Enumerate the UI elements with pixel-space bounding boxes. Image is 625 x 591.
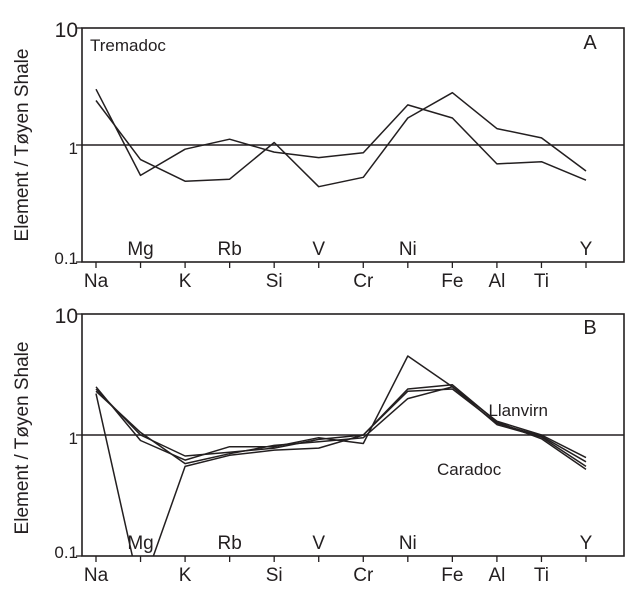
x-tick-label: Si	[266, 271, 283, 292]
series-line	[95, 386, 587, 468]
y-axis-label: Element / Tøyen Shale	[12, 49, 33, 242]
x-tick-label: K	[179, 271, 192, 292]
panel-label: B	[583, 317, 596, 339]
panel-a: 10 1 0.1 Element / Tøyen Shale Na Mg K Rb Si V Cr N…	[12, 19, 625, 292]
x-tick-label: Fe	[441, 565, 463, 586]
x-tick-label: Al	[488, 565, 505, 586]
x-tick-label: Cr	[353, 565, 374, 586]
x-tick-label: Rb	[217, 533, 241, 554]
y-tick-label: 1	[69, 429, 78, 448]
series-line	[95, 88, 587, 181]
x-tick-label: Fe	[441, 271, 463, 292]
annotation: Tremadoc	[90, 36, 166, 55]
y-tick-label: 10	[55, 305, 78, 328]
x-tick-label: Na	[84, 271, 109, 292]
y-tick-label: 0.1	[54, 249, 78, 268]
y-tick-label: 0.1	[54, 543, 78, 562]
y-tick-label: 10	[55, 19, 78, 42]
series-line	[95, 91, 587, 188]
annotation: Llanvirn	[488, 401, 548, 420]
x-tick-label: Ni	[399, 533, 417, 554]
annotation: Caradoc	[437, 460, 502, 479]
x-tick-label: Ti	[534, 271, 549, 292]
y-tick-label: 1	[69, 139, 78, 158]
panel-label: A	[583, 32, 597, 54]
x-tick-label: V	[312, 239, 325, 260]
x-tick-label: Mg	[127, 533, 153, 554]
series-line	[95, 384, 587, 556]
x-tick-label: Ti	[534, 565, 549, 586]
x-tick-label: Cr	[353, 271, 374, 292]
series-line	[95, 355, 587, 461]
x-tick-label: Na	[84, 565, 109, 586]
x-tick-label: Al	[488, 271, 505, 292]
x-tick-label: Rb	[217, 239, 241, 260]
y-axis-label: Element / Tøyen Shale	[12, 342, 33, 535]
panel-b: 10 1 0.1 Element / Tøyen Shale Na Mg K Rb Si V Cr N…	[12, 305, 625, 586]
x-tick-label: Y	[580, 239, 593, 260]
x-tick-label: Mg	[127, 239, 153, 260]
x-tick-label: Ni	[399, 239, 417, 260]
x-tick-label: K	[179, 565, 192, 586]
x-tick-label: Si	[266, 565, 283, 586]
x-tick-label: V	[312, 533, 325, 554]
x-tick-label: Y	[580, 533, 593, 554]
